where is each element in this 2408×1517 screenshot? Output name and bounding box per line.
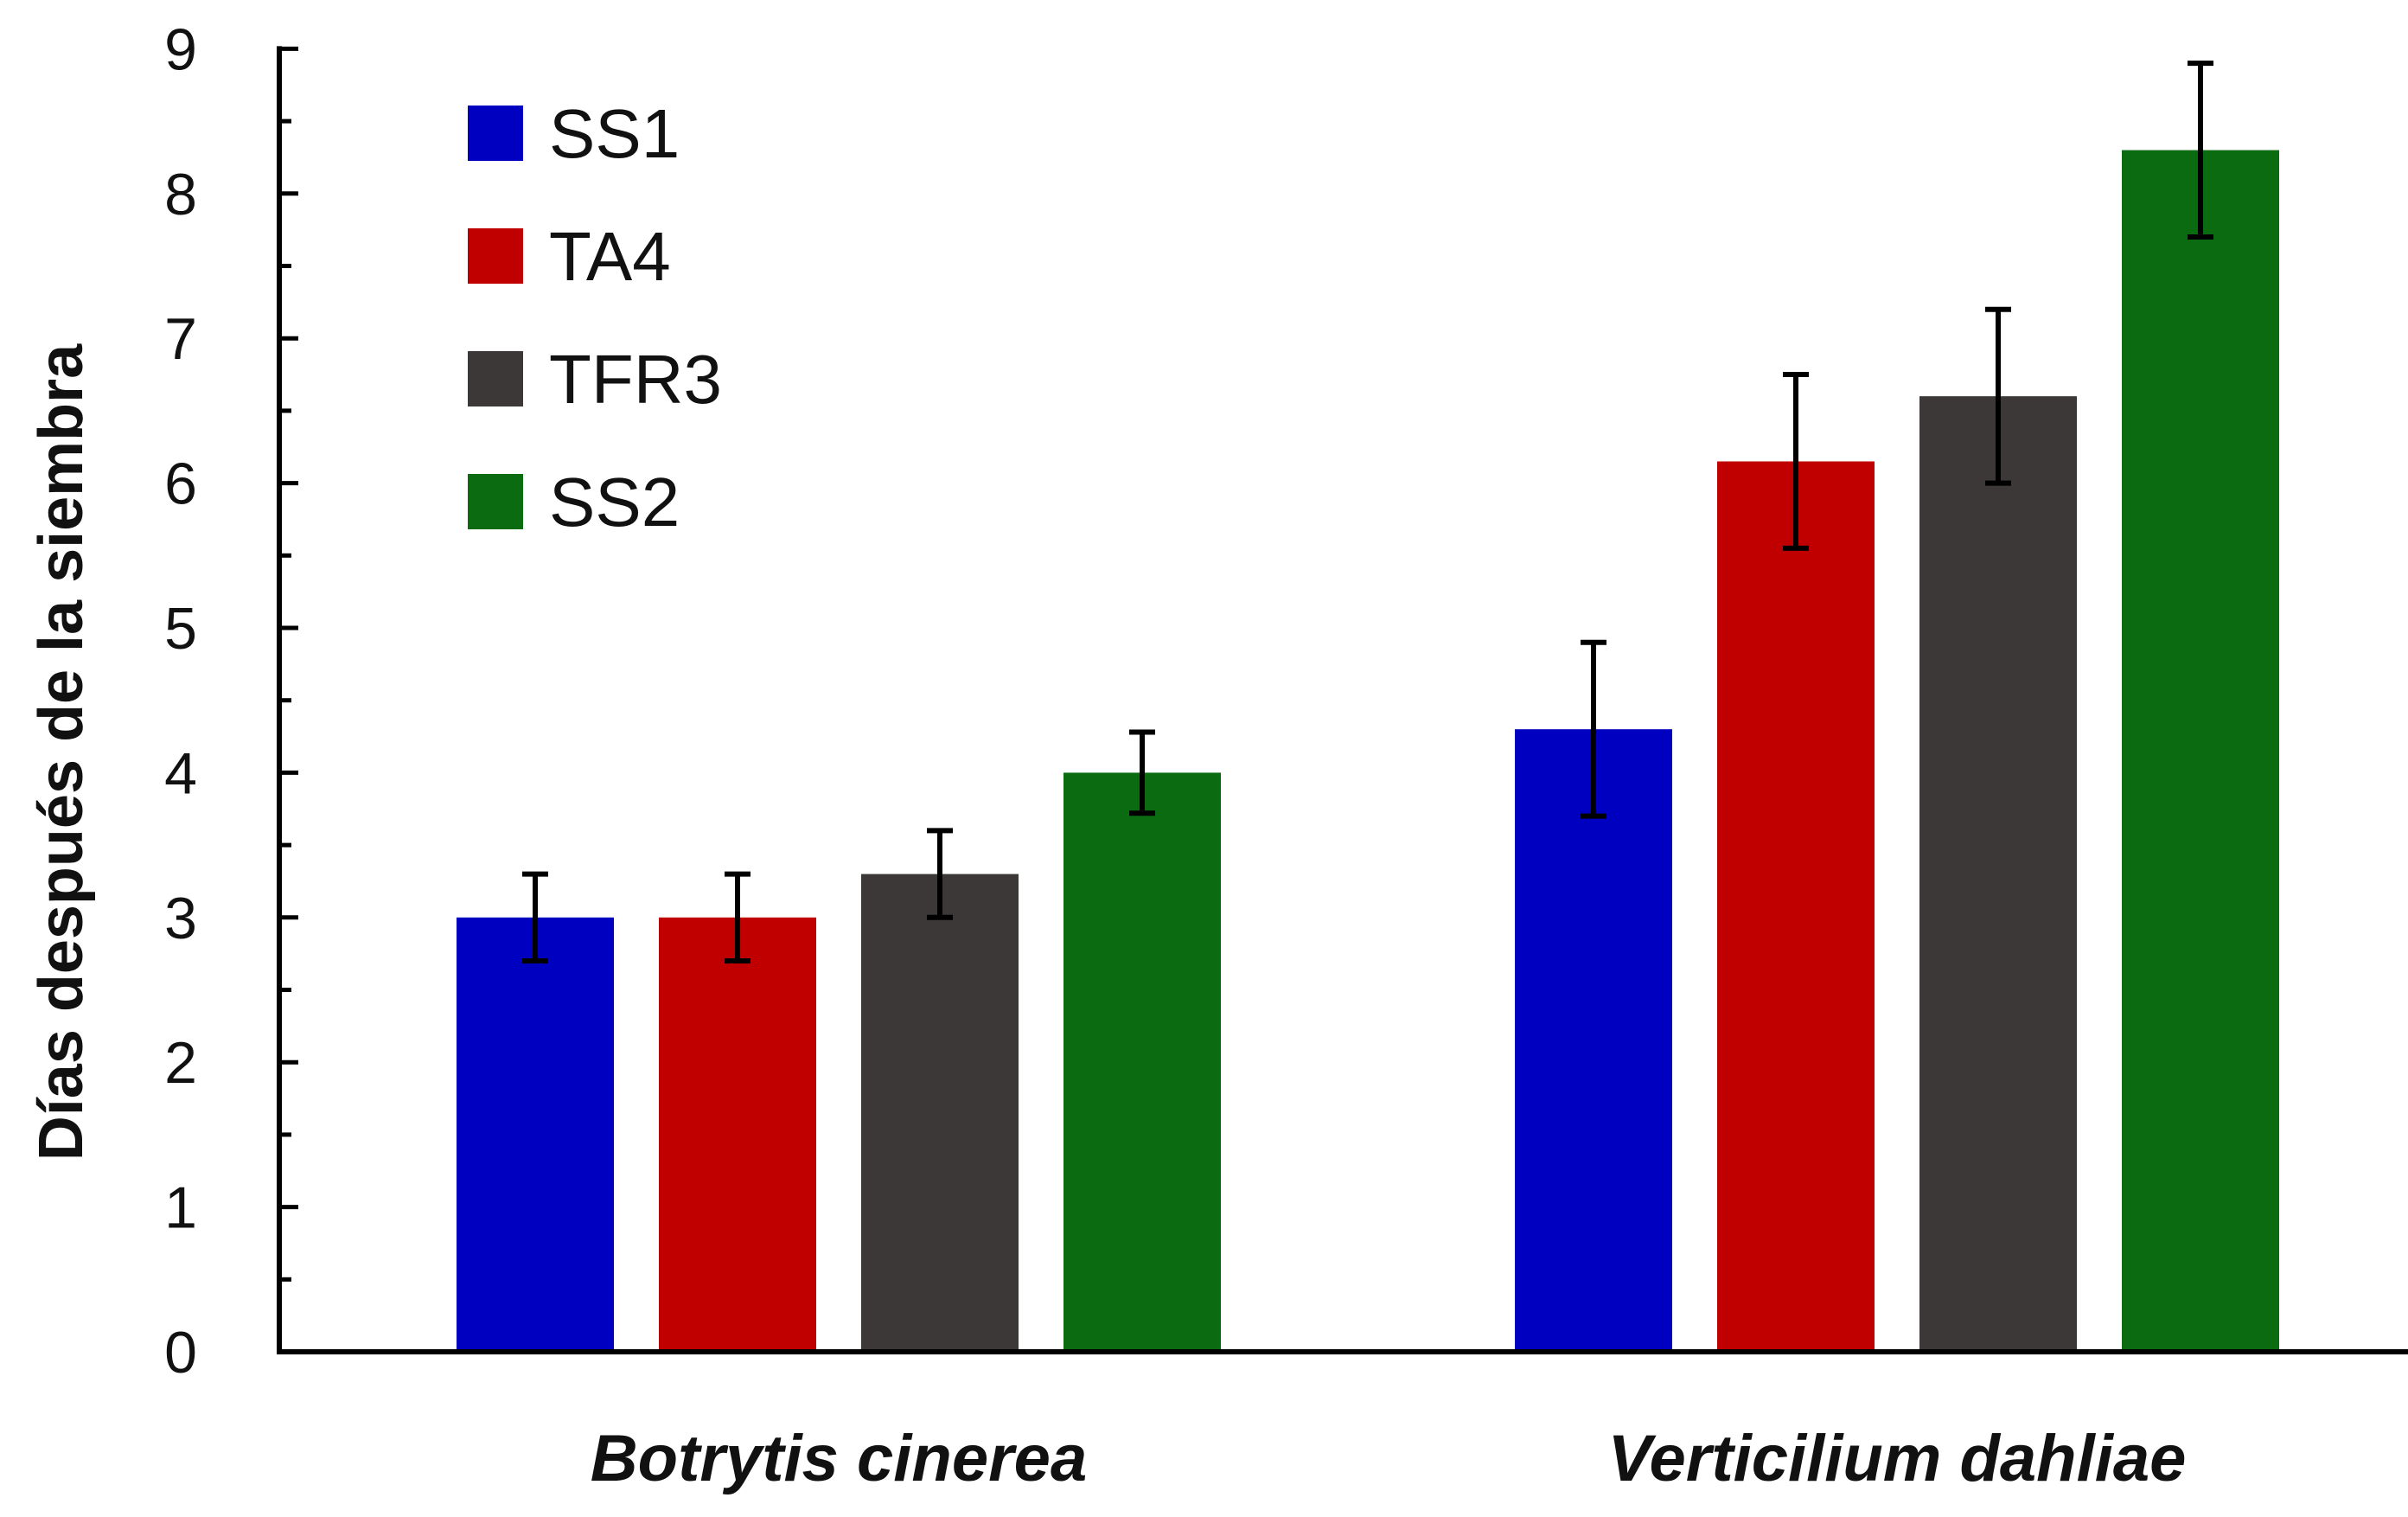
- bar-ta4: [659, 917, 816, 1352]
- legend-swatch-ss1: [468, 106, 523, 161]
- y-tick-label: 6: [164, 451, 197, 517]
- y-tick-label: 2: [164, 1030, 197, 1096]
- y-tick-label: 3: [164, 886, 197, 951]
- legend-swatch-ta4: [468, 228, 523, 284]
- bar-ss1: [457, 917, 614, 1352]
- bar-tfr3: [861, 874, 1019, 1352]
- x-category-label: Botrytis cinerea: [591, 1422, 1087, 1495]
- bars: [457, 150, 2279, 1353]
- y-axis: 0 1 2 3 4 5 6 7 8 9: [164, 16, 298, 1386]
- y-tick-label: 8: [164, 162, 197, 227]
- y-tick-label: 5: [164, 596, 197, 662]
- y-tick-label: 7: [164, 306, 197, 372]
- x-category-label: Verticilium dahliae: [1608, 1422, 2187, 1495]
- legend-label-ss1: SS1: [549, 95, 680, 172]
- x-axis: Botrytis cinerea Verticilium dahliae: [277, 1349, 2408, 1495]
- bar-tfr3: [1919, 396, 2077, 1352]
- y-tick-label: 1: [164, 1175, 197, 1241]
- legend-swatch-ss2: [468, 474, 523, 529]
- legend-label-tfr3: TFR3: [549, 341, 722, 418]
- legend-label-ss2: SS2: [549, 464, 680, 541]
- bar-ss2: [1063, 772, 1221, 1352]
- y-tick-label: 4: [164, 740, 197, 806]
- legend-swatch-tfr3: [468, 351, 523, 406]
- y-axis-title: Días después de la siembra: [27, 343, 96, 1161]
- bar-ss1: [1515, 729, 1672, 1352]
- legend: SS1 TA4 TFR3 SS2: [468, 95, 722, 541]
- error-bars: [522, 61, 2213, 964]
- bar-ss2: [2122, 150, 2279, 1353]
- legend-label-ta4: TA4: [549, 218, 671, 295]
- bar-ta4: [1717, 461, 1875, 1352]
- y-tick-label: 0: [164, 1320, 197, 1386]
- y-tick-label: 9: [164, 16, 197, 82]
